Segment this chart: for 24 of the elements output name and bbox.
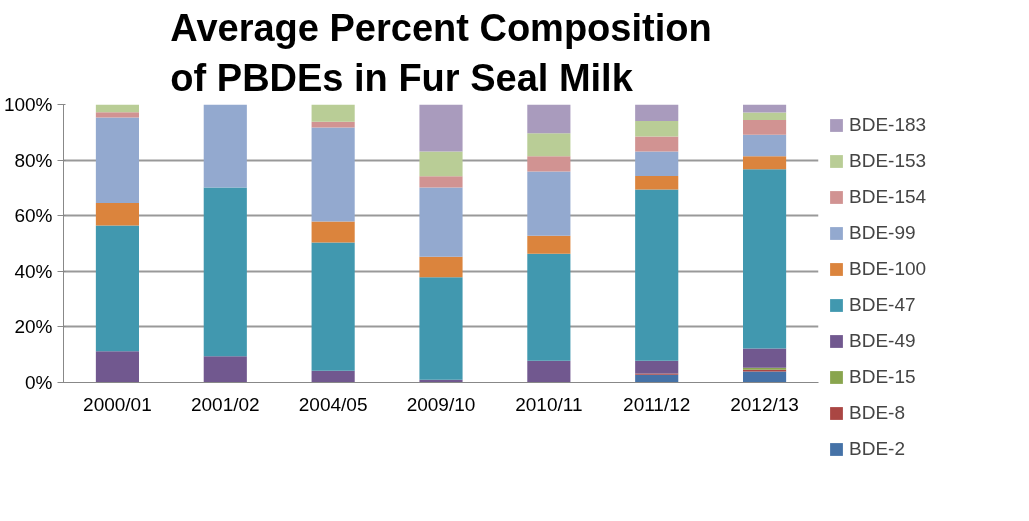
y-tick-label: 40% — [14, 260, 53, 282]
legend-label: BDE-47 — [849, 294, 916, 316]
legend-label: BDE-183 — [849, 114, 927, 136]
x-tick-label: 2010/11 — [515, 393, 583, 415]
legend-label: BDE-49 — [849, 330, 916, 352]
legend-label: BDE-153 — [849, 150, 927, 172]
x-tick-label: 2009/10 — [406, 393, 476, 415]
y-tick-label: 100% — [3, 94, 53, 115]
chart-title: Average Percent Composition of PBDEs in Fur Seal Milk — [170, 7, 712, 100]
y-tick-label: 80% — [14, 149, 53, 171]
x-tick-label: 2011/12 — [623, 393, 691, 415]
legend-label: BDE-2 — [849, 438, 905, 460]
y-tick-label: 0% — [25, 372, 53, 393]
legend-label: BDE-99 — [849, 222, 916, 244]
legend-label: BDE-100 — [849, 258, 927, 280]
x-tick-label: 2004/05 — [298, 393, 368, 415]
y-tick-label: 60% — [14, 205, 53, 227]
legend-label: BDE-15 — [849, 366, 916, 388]
y-tick-label: 20% — [14, 316, 53, 338]
x-tick-label: 2000/01 — [83, 393, 152, 415]
legend-label: BDE-154 — [849, 186, 927, 208]
legend-label: BDE-8 — [849, 402, 905, 424]
x-tick-label: 2012/13 — [730, 393, 799, 415]
x-tick-label: 2001/02 — [190, 393, 260, 415]
